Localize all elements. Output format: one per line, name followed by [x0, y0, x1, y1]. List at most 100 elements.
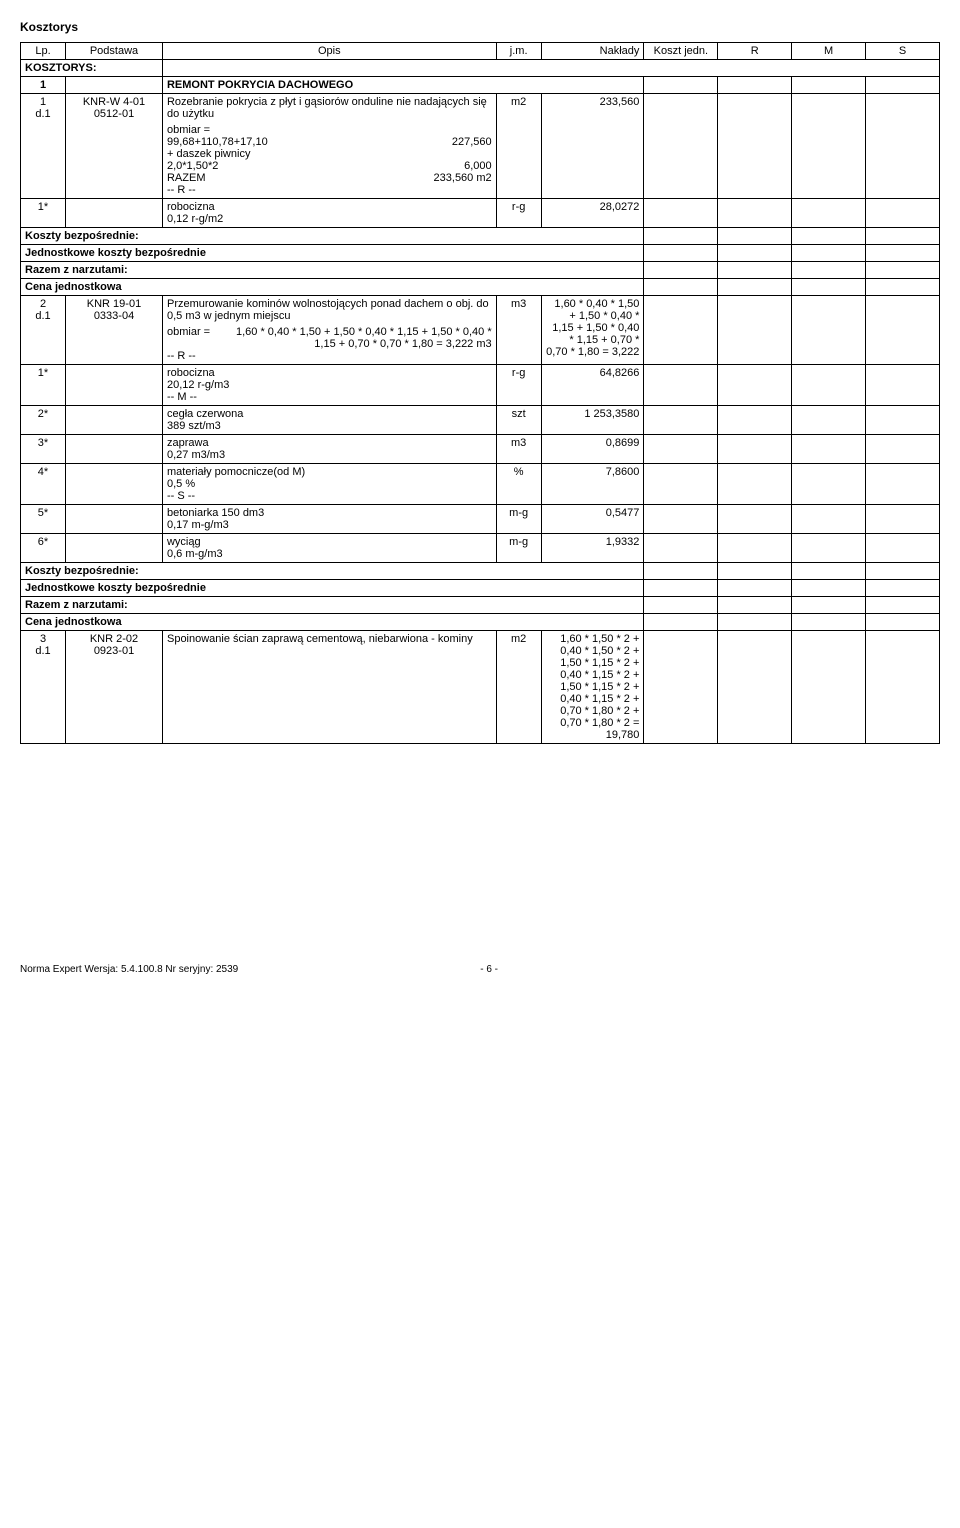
- r2s4o: materiały pomocnicze(od M): [167, 466, 492, 478]
- jk2: Jednostkowe koszty bezpośrednie: [21, 580, 940, 597]
- r2s2lp: 2*: [21, 406, 66, 435]
- cj2-l: Cena jednostkowa: [21, 614, 644, 631]
- r2s3lp: 3*: [21, 435, 66, 464]
- row2-pod2: 0333-04: [94, 310, 134, 322]
- r1s1s: 0,12 r-g/m2: [167, 213, 492, 225]
- row3-opis: Spoinowanie ścian zaprawą cementową, nie…: [162, 631, 496, 744]
- row2-nak: 1,60 * 0,40 * 1,50 + 1,50 * 0,40 * 1,15 …: [541, 296, 644, 365]
- kosztorys-table: Lp. Podstawa Opis j.m. Nakłady Koszt jed…: [20, 42, 940, 744]
- r2s5: 5* betoniarka 150 dm30,17 m-g/m3 m-g 0,5…: [21, 505, 940, 534]
- r2s1j: r-g: [496, 365, 541, 406]
- r2s5n: 0,5477: [541, 505, 644, 534]
- rn1: Razem z narzutami:: [21, 262, 940, 279]
- r2sepS: -- S --: [167, 490, 492, 502]
- row3-pod1: KNR 2-02: [90, 633, 138, 645]
- r1c1r: 227,560: [444, 136, 492, 148]
- r2s1s: 20,12 r-g/m3: [167, 379, 492, 391]
- kb2-l: Koszty bezpośrednie:: [21, 563, 644, 580]
- r2s4: 4* materiały pomocnicze(od M)0,5 %-- S -…: [21, 464, 940, 505]
- row2-lp2: d.1: [35, 310, 50, 322]
- r2s1o: robocizna: [167, 367, 492, 379]
- r2s1n: 64,8266: [541, 365, 644, 406]
- kosztorys-label: KOSZTORYS:: [21, 60, 163, 77]
- r1s1n: 28,0272: [541, 199, 644, 228]
- header-row: Lp. Podstawa Opis j.m. Nakłady Koszt jed…: [21, 43, 940, 60]
- section1-row: 1 REMONT POKRYCIA DACHOWEGO: [21, 77, 940, 94]
- row2-lp1: 2: [40, 298, 46, 310]
- hdr-s: S: [866, 43, 940, 60]
- row1-opis: Rozebranie pokrycia z płyt i gąsiorów on…: [162, 94, 496, 123]
- rn2: Razem z narzutami:: [21, 597, 940, 614]
- r2s3: 3* zaprawa0,27 m3/m3 m3 0,8699: [21, 435, 940, 464]
- row1-lp2: d.1: [35, 108, 50, 120]
- r1c1l: 99,68+110,78+17,10: [167, 136, 268, 148]
- r1c3l: 2,0*1,50*2: [167, 160, 218, 172]
- r2s6n: 1,9332: [541, 534, 644, 563]
- footer: Norma Expert Wersja: 5.4.100.8 Nr seryjn…: [20, 964, 940, 975]
- r2obr: 1,60 * 0,40 * 1,50 + 1,50 * 0,40 * 1,15 …: [212, 326, 492, 350]
- r2sepR: -- R --: [167, 350, 492, 362]
- r2s3j: m3: [496, 435, 541, 464]
- row1-obmiar-label: obmiar =: [167, 124, 492, 136]
- kb1-l: Koszty bezpośrednie:: [21, 228, 644, 245]
- row3-lp1: 3: [40, 633, 46, 645]
- r2s6o: wyciąg: [167, 536, 492, 548]
- r1c3r: 6,000: [456, 160, 492, 172]
- row3-nak: 1,60 * 1,50 * 2 + 0,40 * 1,50 * 2 + 1,50…: [541, 631, 644, 744]
- r2s5j: m-g: [496, 505, 541, 534]
- doc-title: Kosztorys: [20, 20, 940, 34]
- r2s5s: 0,17 m-g/m3: [167, 519, 492, 531]
- hdr-koszt: Koszt jedn.: [644, 43, 718, 60]
- row3-pod2: 0923-01: [94, 645, 134, 657]
- row2-jm: m3: [496, 296, 541, 365]
- r1razl: RAZEM: [167, 172, 206, 184]
- r1razr: 233,560 m2: [426, 172, 492, 184]
- r2s2o: cegła czerwona: [167, 408, 492, 420]
- hdr-lp: Lp.: [21, 43, 66, 60]
- kb1: Koszty bezpośrednie:: [21, 228, 940, 245]
- row1-pod2: 0512-01: [94, 108, 134, 120]
- r2s6lp: 6*: [21, 534, 66, 563]
- section1-title: REMONT POKRYCIA DACHOWEGO: [162, 77, 643, 94]
- r2s1: 1* robocizna20,12 r-g/m3-- M -- r-g 64,8…: [21, 365, 940, 406]
- row3-main: 3 d.1 KNR 2-02 0923-01 Spoinowanie ścian…: [21, 631, 940, 744]
- jk1-l: Jednostkowe koszty bezpośrednie: [21, 245, 644, 262]
- r2s6j: m-g: [496, 534, 541, 563]
- r1c2l: + daszek piwnicy: [167, 148, 492, 160]
- row1-pod1: KNR-W 4-01: [83, 96, 145, 108]
- r2s3o: zaprawa: [167, 437, 492, 449]
- rn1-l: Razem z narzutami:: [21, 262, 644, 279]
- section1-num: 1: [21, 77, 66, 94]
- row2-opis: Przemurowanie kominów wolnostojących pon…: [162, 296, 496, 325]
- jk1: Jednostkowe koszty bezpośrednie: [21, 245, 940, 262]
- kb2: Koszty bezpośrednie:: [21, 563, 940, 580]
- cj2: Cena jednostkowa: [21, 614, 940, 631]
- row1-main: 1 d.1 KNR-W 4-01 0512-01 Rozebranie pokr…: [21, 94, 940, 123]
- r2s2n: 1 253,3580: [541, 406, 644, 435]
- hdr-opis: Opis: [162, 43, 496, 60]
- r2s3n: 0,8699: [541, 435, 644, 464]
- r2s5o: betoniarka 150 dm3: [167, 507, 492, 519]
- r2obl: obmiar =: [167, 326, 212, 350]
- footer-page: - 6 -: [480, 964, 498, 975]
- r1s1lp: 1*: [21, 199, 66, 228]
- r2s6: 6* wyciąg0,6 m-g/m3 m-g 1,9332: [21, 534, 940, 563]
- r2s4lp: 4*: [21, 464, 66, 505]
- footer-left: Norma Expert Wersja: 5.4.100.8 Nr seryjn…: [20, 964, 238, 975]
- row2-main: 2 d.1 KNR 19-01 0333-04 Przemurowanie ko…: [21, 296, 940, 325]
- row1-nak: 233,560: [541, 94, 644, 199]
- r1sep: -- R --: [167, 184, 492, 196]
- r2s4n: 7,8600: [541, 464, 644, 505]
- rn2-l: Razem z narzutami:: [21, 597, 644, 614]
- r2s5lp: 5*: [21, 505, 66, 534]
- hdr-podstawa: Podstawa: [66, 43, 163, 60]
- r2s4s: 0,5 %: [167, 478, 492, 490]
- r2s2: 2* cegła czerwona389 szt/m3 szt 1 253,35…: [21, 406, 940, 435]
- r1s1o: robocizna: [167, 201, 492, 213]
- r2s3s: 0,27 m3/m3: [167, 449, 492, 461]
- row2-pod1: KNR 19-01: [87, 298, 141, 310]
- row1-jm: m2: [496, 94, 541, 199]
- row3-lp2: d.1: [35, 645, 50, 657]
- r2s2s: 389 szt/m3: [167, 420, 492, 432]
- jk2-l: Jednostkowe koszty bezpośrednie: [21, 580, 644, 597]
